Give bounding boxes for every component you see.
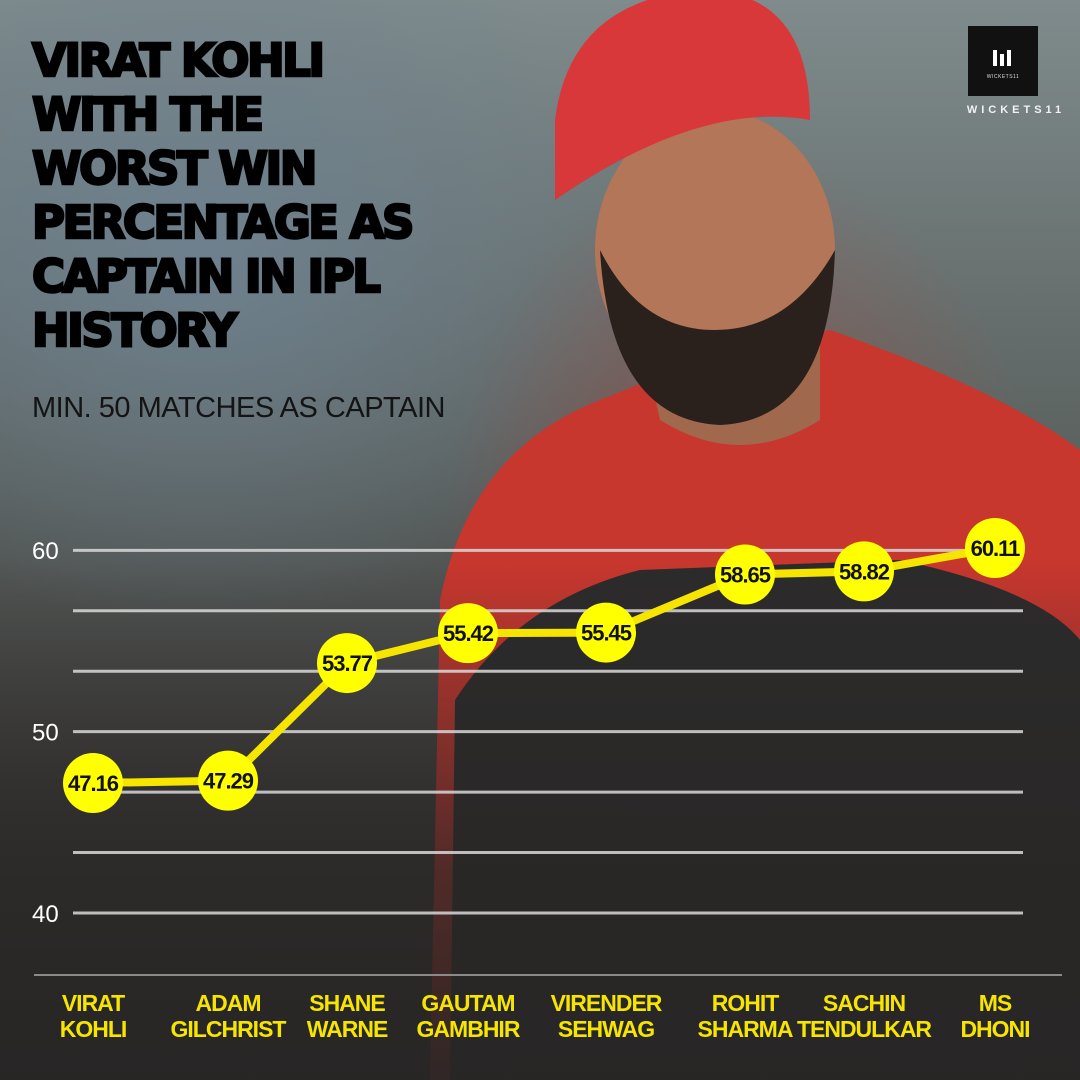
- data-label-0: 47.16: [68, 771, 119, 796]
- x-category-label-line: SEHWAG: [558, 1016, 654, 1042]
- x-category-label-line: MS: [979, 990, 1012, 1016]
- x-category-label-line: ADAM: [196, 990, 261, 1016]
- x-category-label-7: MS DHONI: [960, 990, 1029, 1042]
- x-category-label-4: VIRENDER SEHWAG: [551, 990, 663, 1042]
- subtitle: MIN. 50 MATCHES AS CAPTAIN: [32, 392, 445, 424]
- x-category-label-line: GAMBHIR: [417, 1016, 521, 1042]
- y-tick-label-40: 40: [32, 901, 59, 928]
- data-label-7: 60.11: [971, 536, 1021, 561]
- x-category-label-line: SHANE: [309, 990, 385, 1016]
- data-label-6: 58.82: [839, 559, 890, 584]
- data-point-1: [198, 750, 258, 811]
- x-category-label-1: ADAM GILCHRIST: [171, 990, 287, 1042]
- data-point-6: [834, 541, 894, 602]
- marker-layer: 47.16 47.29 53.77 55.42 55.45 58.65 58.82 60.11: [63, 518, 1025, 814]
- y-tick-label-50: 50: [32, 720, 59, 747]
- x-category-label-line: VIRAT: [62, 990, 125, 1016]
- data-label-5: 58.65: [720, 563, 771, 588]
- player-beard: [600, 250, 835, 425]
- x-category-label-0: VIRAT KOHLI: [60, 990, 127, 1042]
- x-category-label-line: SHARMA: [698, 1016, 793, 1042]
- axis-layer: 40 50 60: [32, 538, 59, 928]
- data-label-4: 55.45: [581, 621, 632, 646]
- brand-logo-box: WICKETS11: [968, 26, 1038, 96]
- x-category-label-2: SHANE WARNE: [307, 990, 388, 1042]
- x-category-label-line: GILCHRIST: [171, 1016, 287, 1042]
- x-category-label-line: GAUTAM: [421, 990, 514, 1016]
- x-category-label-line: ROHIT: [712, 990, 780, 1016]
- grid-layer: [34, 548, 1062, 976]
- y-tick-label-60: 60: [32, 538, 59, 565]
- x-category-label-line: WARNE: [307, 1016, 388, 1042]
- x-category-label-line: TENDULKAR: [797, 1016, 932, 1042]
- player-cap: [555, 0, 810, 200]
- x-category-label-line: VIRENDER: [551, 990, 663, 1016]
- data-point-3: [438, 603, 498, 664]
- x-category-label-3: GAUTAM GAMBHIR: [417, 990, 521, 1042]
- x-category-label-5: ROHIT SHARMA: [698, 990, 793, 1042]
- headline: VIRAT KOHLI WITH THE WORST WIN PERCENTAG…: [31, 33, 416, 359]
- data-label-1: 47.29: [203, 769, 254, 794]
- brand-name: WICKETS11: [966, 104, 1066, 116]
- data-label-3: 55.42: [443, 621, 494, 646]
- data-point-7: [965, 518, 1025, 579]
- bottom-shade: [0, 560, 1080, 1080]
- bars-icon: [993, 50, 1011, 66]
- x-category-label-line: KOHLI: [60, 1016, 127, 1042]
- data-point-4: [576, 602, 636, 663]
- data-label-2: 53.77: [322, 651, 373, 676]
- brand-box-text: WICKETS11: [986, 74, 1020, 80]
- x-category-label-6: SACHIN TENDULKAR: [797, 990, 932, 1042]
- x-category-label-line: DHONI: [960, 1016, 1029, 1042]
- x-category-label-line: SACHIN: [823, 990, 906, 1016]
- data-point-5: [715, 544, 775, 605]
- brand-logo: WICKETS11 WICKETS11: [966, 26, 1072, 116]
- data-point-0: [63, 753, 123, 814]
- data-point-2: [317, 633, 377, 694]
